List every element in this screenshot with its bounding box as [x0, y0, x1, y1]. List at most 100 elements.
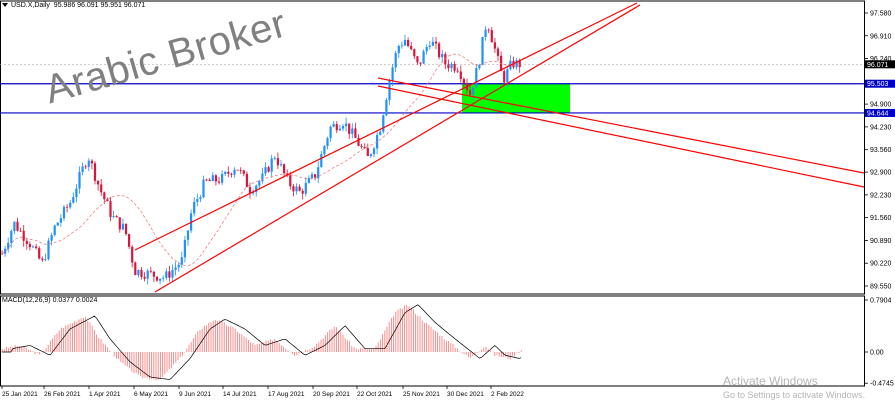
candle-body — [506, 69, 509, 83]
candle-body — [44, 259, 47, 260]
candle-body — [72, 197, 75, 203]
main-pane-border — [0, 0, 865, 295]
candle-body — [159, 278, 162, 281]
candle-body — [50, 235, 53, 241]
candle-body — [84, 166, 87, 168]
candle-body — [69, 202, 72, 208]
candle-body — [289, 175, 292, 187]
candle-body — [177, 264, 180, 268]
macd-axis-label: 0.7904 — [870, 298, 892, 305]
price-axis-label: 96.910 — [870, 33, 892, 40]
candle-body — [341, 126, 345, 129]
current-price-tag-label: 96.071 — [867, 62, 889, 69]
candle-body — [174, 267, 177, 271]
candle-body — [416, 56, 419, 63]
candle-body — [149, 270, 152, 272]
candle-body — [335, 124, 338, 131]
candle-body — [78, 172, 81, 189]
level-price-tag — [865, 79, 895, 88]
candle-body — [19, 230, 22, 232]
candle-body — [428, 45, 431, 48]
candle-body — [75, 188, 78, 198]
date-axis-label: 2 Feb 2022 — [491, 391, 524, 398]
candle-body — [270, 158, 273, 172]
candle-body — [227, 171, 230, 174]
candle-body — [16, 221, 19, 231]
candle-body — [267, 167, 270, 172]
candle-body — [90, 160, 93, 164]
support-zone-rect — [462, 83, 570, 113]
candle-body — [475, 68, 478, 88]
candle-body — [121, 223, 124, 230]
candle-body — [155, 276, 159, 281]
macd-axis-label: 0.00 — [870, 350, 884, 357]
candle-body — [22, 230, 25, 241]
candle-body — [490, 30, 493, 43]
candle-body — [493, 42, 496, 49]
candle-body — [214, 175, 217, 182]
candle-body — [224, 171, 227, 174]
candle-body — [239, 170, 242, 171]
candle-body — [193, 201, 196, 214]
candle-body — [481, 36, 484, 66]
moving-average-line — [1, 53, 520, 267]
candle-body — [301, 190, 304, 194]
candle-body — [4, 248, 7, 254]
candle-body — [217, 181, 221, 183]
date-axis-label: 26 Feb 2021 — [44, 391, 81, 398]
candle-body — [410, 46, 413, 50]
candle-body — [202, 179, 205, 198]
candle-body — [422, 51, 425, 64]
macd-label: MACD(12,26,9) 0.0377 0.0024 — [2, 297, 98, 304]
candle-body — [354, 128, 357, 138]
candle-body — [391, 67, 394, 81]
symbol-header: USD.X,Daily 95.986 96.091 95.951 96.071 — [2, 2, 145, 9]
candle-body — [208, 179, 211, 182]
candle-body — [128, 234, 131, 247]
candle-body — [310, 174, 314, 179]
candle-body — [382, 115, 385, 132]
candle-body — [419, 62, 422, 64]
candle-body — [245, 173, 248, 188]
candle-body — [348, 123, 351, 134]
candle-body — [140, 269, 143, 277]
candle-body — [317, 167, 320, 179]
candle-body — [276, 158, 279, 166]
candle-body — [255, 185, 258, 193]
candle-body — [13, 221, 16, 232]
candle-body — [407, 39, 410, 47]
candle-body — [323, 146, 326, 155]
candle-body — [503, 71, 506, 83]
price-axis-label: 89.550 — [870, 284, 892, 291]
price-axis-label: 96.240 — [870, 56, 892, 63]
candle-body — [453, 63, 456, 71]
candle-body — [56, 222, 59, 226]
candle-body — [264, 167, 267, 174]
candle-body — [472, 87, 475, 95]
candle-body — [100, 184, 103, 193]
candle-body — [112, 216, 115, 218]
candle-body — [363, 146, 366, 148]
date-axis-label: 14 Jul 2021 — [223, 391, 257, 398]
candle-body — [326, 138, 329, 147]
candle-body — [444, 54, 447, 65]
channel-upper-line — [134, 2, 638, 251]
candle-body — [469, 90, 472, 95]
date-axis-label: 9 Jun 2021 — [179, 391, 212, 398]
candle-body — [35, 246, 38, 249]
candle-body — [211, 175, 214, 182]
candle-body — [180, 257, 183, 265]
candle-body — [66, 206, 69, 208]
dropdown-triangle-icon[interactable] — [2, 3, 8, 8]
downtrend-lower-line — [377, 85, 865, 188]
candle-body — [230, 173, 233, 175]
candle-body — [369, 154, 372, 157]
date-axis-label: 25 Nov 2021 — [403, 391, 440, 398]
candle-body — [41, 258, 44, 260]
candle-body — [137, 269, 140, 276]
symbol-name: USD.X,Daily — [11, 2, 50, 9]
candle-body — [7, 242, 10, 249]
candle-body — [165, 271, 168, 278]
